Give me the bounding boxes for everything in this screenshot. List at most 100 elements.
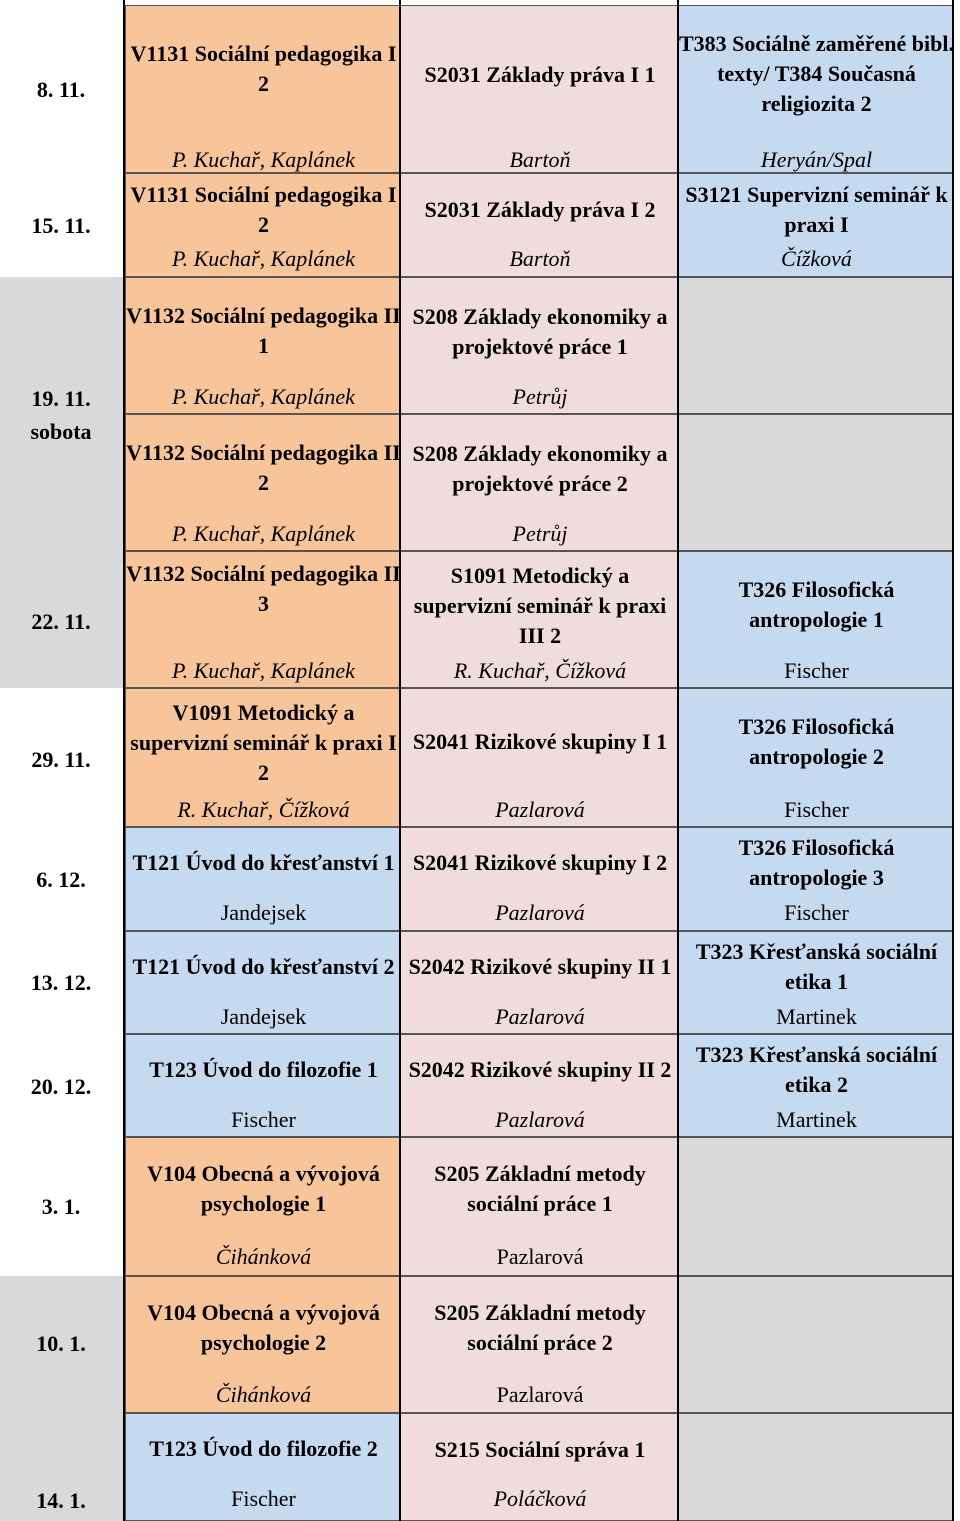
course-cell: S2042 Rizikové skupiny II 1 Pazlarová: [400, 931, 678, 1034]
course-title: S208 Základy ekonomiky a projektové prác…: [412, 303, 668, 359]
course-teacher: Petrůj: [512, 521, 568, 546]
date-label: 19. 11.: [31, 386, 91, 411]
course-cell: V1131 Sociální pedagogika I 2 P. Kuchař,…: [125, 173, 400, 277]
course-teacher: Pazlarová: [496, 1382, 584, 1407]
date-column-bg: [0, 277, 125, 688]
course-teacher: Petrůj: [512, 384, 568, 409]
course-teacher: Fischer: [784, 658, 849, 683]
date-label: 22. 11.: [31, 609, 91, 634]
course-cell: S2031 Základy práva I 1 Bartoň: [400, 5, 678, 173]
course-title: V104 Obecná a vývojová psychologie 1: [147, 1161, 380, 1216]
date-label: 8. 11.: [36, 77, 86, 102]
course-teacher: Pazlarová: [495, 1004, 585, 1029]
course-cell: S208 Základy ekonomiky a projektové prác…: [400, 414, 678, 551]
course-cell: T121 Úvod do křesťanství 2 Jandejsek: [125, 931, 400, 1034]
date-label: 6. 12.: [36, 867, 86, 892]
course-title: S2042 Rizikové skupiny II 2: [408, 1057, 672, 1082]
course-teacher: Fischer: [231, 1486, 296, 1511]
course-teacher: R. Kuchař, Čížková: [453, 658, 627, 683]
date-label: 10. 1.: [36, 1331, 86, 1356]
empty-cell: [678, 277, 953, 414]
course-cell: V1131 Sociální pedagogika I 2 P. Kuchař,…: [125, 5, 400, 173]
course-cell: T123 Úvod do filozofie 1 Fischer: [125, 1034, 400, 1137]
course-teacher: Jandejsek: [220, 1004, 307, 1029]
course-title: S205 Základní metody sociální práce 2: [434, 1300, 646, 1355]
course-title: V1132 Sociální pedagogika II 2: [126, 440, 401, 495]
column-divider: [399, 0, 401, 1521]
course-cell: S208 Základy ekonomiky a projektové prác…: [400, 277, 678, 414]
course-title: S2031 Základy práva I 1: [424, 62, 656, 87]
empty-cell: [678, 1137, 953, 1276]
course-cell: V1132 Sociální pedagogika II 1 P. Kuchař…: [125, 277, 401, 414]
course-teacher: Čihánková: [215, 1382, 312, 1407]
course-teacher: Čihánková: [215, 1244, 312, 1269]
course-cell: T323 Křesťanská sociální etika 1 Martine…: [678, 931, 953, 1034]
course-title: S215 Sociální správa 1: [434, 1437, 646, 1462]
course-title: S2041 Rizikové skupiny I 2: [412, 850, 668, 875]
course-cell: V1132 Sociální pedagogika II 3 P. Kuchař…: [125, 551, 401, 688]
course-teacher: Bartoň: [509, 147, 571, 172]
course-teacher: Fischer: [784, 797, 849, 822]
course-cell: S2041 Rizikové skupiny I 2 Pazlarová: [400, 827, 678, 931]
empty-cell: [678, 1413, 953, 1521]
course-cell: S205 Základní metody sociální práce 2 Pa…: [400, 1276, 678, 1413]
course-teacher: Martinek: [776, 1107, 857, 1132]
course-teacher: Poláčková: [493, 1486, 587, 1511]
course-title: T383 Sociálně zaměřené bibl. texty/ T384…: [679, 30, 954, 116]
course-title: V1132 Sociální pedagogika II 3: [126, 561, 401, 616]
column-divider: [123, 0, 125, 1521]
course-title: T323 Křesťanská sociální etika 1: [695, 939, 938, 994]
course-cell: V104 Obecná a vývojová psychologie 1 Čih…: [125, 1137, 400, 1276]
course-title: V1091 Metodický a supervizní seminář k p…: [130, 699, 397, 785]
course-teacher: Martinek: [776, 1004, 857, 1029]
course-title: S208 Základy ekonomiky a projektové prác…: [412, 440, 668, 496]
empty-cell: [678, 414, 953, 551]
course-title: T326 Filosofická antropologie 2: [738, 714, 895, 769]
course-cell: T123 Úvod do filozofie 2 Fischer: [125, 1413, 400, 1521]
course-cell: S215 Sociální správa 1 Poláčková: [400, 1413, 678, 1521]
course-teacher: P. Kuchař, Kaplánek: [172, 521, 355, 546]
date-column-bg: [0, 1276, 125, 1521]
course-teacher: Čížková: [781, 246, 852, 271]
course-title: T121 Úvod do křesťanství 1: [132, 850, 395, 875]
course-cell: V104 Obecná a vývojová psychologie 2 Čih…: [125, 1276, 400, 1413]
course-title: T121 Úvod do křesťanství 2: [132, 954, 395, 979]
column-divider: [677, 0, 679, 1521]
course-cell: V1132 Sociální pedagogika II 2 P. Kuchař…: [125, 414, 401, 551]
course-title: V1132 Sociální pedagogika II 1: [126, 303, 401, 358]
course-cell: S2042 Rizikové skupiny II 2 Pazlarová: [400, 1034, 678, 1137]
date-label: sobota: [30, 419, 92, 444]
course-cell: V1091 Metodický a supervizní seminář k p…: [125, 688, 400, 827]
course-cell: T326 Filosofická antropologie 3 Fischer: [678, 827, 953, 931]
empty-cell: [678, 1276, 953, 1413]
course-title: S1091 Metodický a supervizní seminář k p…: [413, 562, 667, 648]
course-cell: S3121 Supervizní seminář k praxi I Čížko…: [678, 173, 953, 277]
course-teacher: Fischer: [231, 1107, 296, 1132]
course-title: V104 Obecná a vývojová psychologie 2: [147, 1300, 380, 1355]
course-title: S205 Základní metody sociální práce 1: [434, 1161, 646, 1216]
course-teacher: Bartoň: [509, 246, 571, 271]
course-title: V1131 Sociální pedagogika I 2: [130, 182, 397, 237]
course-cell: S205 Základní metody sociální práce 1 Pa…: [400, 1137, 678, 1276]
course-cell: T326 Filosofická antropologie 2 Fischer: [678, 688, 953, 827]
course-teacher: P. Kuchař, Kaplánek: [172, 246, 355, 271]
course-cell: S1091 Metodický a supervizní seminář k p…: [400, 551, 678, 688]
course-teacher: P. Kuchař, Kaplánek: [172, 384, 355, 409]
course-title: V1131 Sociální pedagogika I 2: [130, 41, 397, 96]
course-teacher: R. Kuchař, Čížková: [177, 797, 350, 822]
course-cell: T121 Úvod do křesťanství 1 Jandejsek: [125, 827, 400, 931]
date-label: 3. 1.: [41, 1194, 81, 1219]
date-label: 14. 1.: [36, 1488, 86, 1513]
course-title: T326 Filosofická antropologie 1: [738, 577, 895, 632]
column-divider: [952, 0, 954, 1521]
course-title: T123 Úvod do filozofie 1: [149, 1057, 378, 1082]
course-title: T123 Úvod do filozofie 2: [149, 1436, 378, 1461]
date-label: 15. 11.: [31, 213, 91, 238]
course-teacher: Pazlarová: [496, 1244, 584, 1269]
course-title: S3121 Supervizní seminář k praxi I: [685, 182, 948, 237]
course-cell: S2031 Základy práva I 2 Bartoň: [400, 173, 678, 277]
course-teacher: Pazlarová: [495, 900, 585, 925]
date-label: 20. 12.: [30, 1074, 92, 1099]
course-cell: T326 Filosofická antropologie 1 Fischer: [678, 551, 953, 688]
